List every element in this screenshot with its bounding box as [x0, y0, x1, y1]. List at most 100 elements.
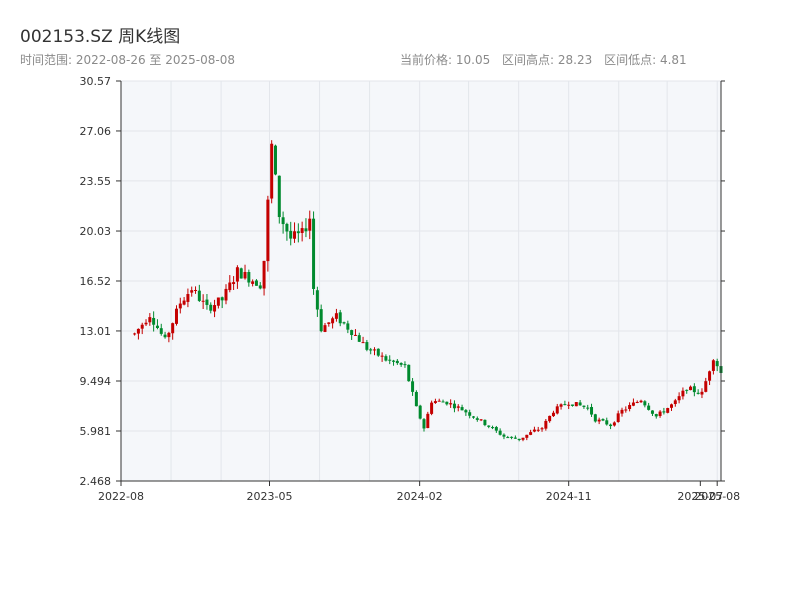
price-summary: 当前价格: 10.05 区间高点: 28.23 区间低点: 4.81 [400, 51, 687, 68]
candle-body [597, 419, 601, 422]
candle-body [685, 389, 689, 391]
candle-body [650, 410, 654, 414]
y-tick-label: 13.01 [80, 325, 112, 338]
candle-body [711, 360, 715, 371]
candles [133, 140, 723, 442]
y-tick-label: 20.03 [80, 225, 112, 238]
candle-body [140, 324, 144, 329]
candle-body [456, 406, 460, 408]
candle-body [433, 401, 437, 404]
candle-body [708, 371, 712, 381]
candle-body [498, 430, 502, 435]
candle-body [213, 305, 217, 312]
candle-body [673, 400, 677, 405]
candle-body [224, 288, 228, 301]
candle-body [159, 328, 163, 334]
candle-body [593, 414, 597, 422]
candle-body [422, 419, 426, 429]
candle-body [548, 415, 552, 422]
candle-body [502, 434, 506, 437]
axes: 2.468 5.981 9.494 13.01 16.52 20.03 23.55 27.06… [80, 75, 741, 503]
candle-body [411, 381, 415, 392]
candle-body [399, 362, 403, 365]
candle-body [506, 437, 510, 439]
candle-body [609, 424, 613, 427]
candle-body [372, 349, 376, 351]
candle-body [479, 419, 483, 421]
candle-body [715, 361, 719, 367]
y-tick-label: 27.06 [80, 125, 112, 138]
candle-body [167, 332, 171, 338]
candle-body [692, 386, 696, 393]
candle-body [319, 309, 323, 332]
candle-body [513, 437, 517, 439]
candle-body [696, 392, 700, 394]
candle-body [658, 411, 662, 416]
candle-body [662, 411, 666, 413]
candle-body [567, 404, 571, 406]
candle-body [155, 325, 159, 329]
candle-body [483, 419, 487, 426]
gridlines [121, 80, 721, 482]
candle-body [487, 425, 491, 427]
candle-body [270, 143, 274, 199]
candle-body [273, 145, 277, 175]
candle-body [532, 429, 536, 432]
candle-body [441, 401, 445, 403]
candle-body [677, 396, 681, 401]
candle-body [578, 402, 582, 406]
candle-body [315, 290, 319, 310]
candle-body [293, 231, 297, 239]
candle-body [540, 428, 544, 430]
candle-body [559, 404, 563, 407]
candle-body [555, 406, 559, 414]
candle-body [628, 405, 632, 410]
candle-body [471, 416, 475, 418]
candle-body [635, 401, 639, 403]
y-tick-label: 2.468 [80, 475, 112, 488]
candle-body [136, 328, 140, 334]
candle-body [407, 364, 411, 382]
candle-body [563, 404, 567, 406]
x-tick-label: 2024-02 [397, 490, 443, 503]
candle-body [616, 413, 620, 422]
candle-body [258, 285, 262, 289]
candle-body [418, 405, 422, 419]
candle-body [700, 391, 704, 395]
y-tick-label: 9.494 [80, 375, 112, 388]
y-tick-label: 5.981 [80, 425, 112, 438]
candle-body [342, 322, 346, 324]
candle-body [388, 359, 392, 361]
x-tick-label: 2025-08 [694, 490, 740, 503]
candle-body [205, 299, 209, 305]
candle-body [300, 228, 304, 233]
y-tick-label: 23.55 [80, 175, 112, 188]
candle-body [403, 364, 407, 366]
candle-body [384, 356, 388, 361]
candle-body [357, 335, 361, 342]
candle-body [365, 342, 369, 350]
candle-body [392, 360, 396, 362]
candle-body [426, 413, 430, 429]
candle-body [277, 175, 281, 218]
x-tick-label: 2025-07 [677, 490, 723, 503]
candle-body [620, 409, 624, 414]
candle-body [235, 267, 239, 282]
candle-body [654, 414, 658, 417]
candle-body [353, 334, 357, 336]
candle-body [285, 223, 289, 232]
y-tick-label: 16.52 [80, 275, 112, 288]
candle-body [312, 218, 316, 289]
candle-body [331, 318, 335, 324]
candle-body [643, 401, 647, 406]
candle-body [590, 407, 594, 415]
candle-body [491, 427, 495, 429]
candle-body [228, 282, 232, 291]
candle-body [201, 300, 205, 302]
candle-body [624, 409, 628, 411]
candle-body [182, 300, 186, 305]
candle-body [452, 403, 456, 409]
candle-body [281, 217, 285, 225]
candle-body [216, 297, 220, 306]
candle-body [361, 342, 365, 344]
